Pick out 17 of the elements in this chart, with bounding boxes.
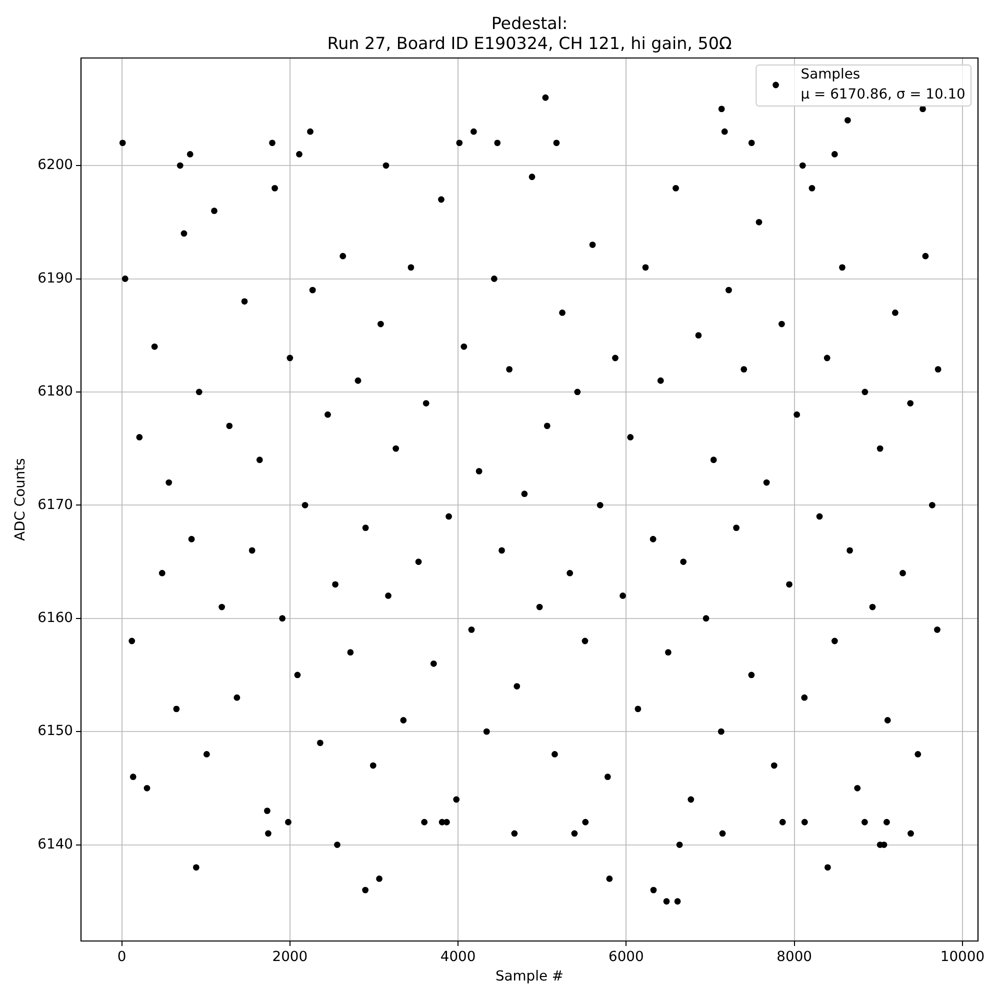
x-tick-label: 2000: [272, 948, 308, 965]
chart-title: Pedestal: Run 27, Board ID E190324, CH 121, hi gain, 50Ω: [327, 13, 732, 53]
legend-label: Samples μ = 6170.86, σ = 10.10: [800, 66, 966, 103]
x-axis-title: Sample #: [495, 968, 564, 985]
y-tick-label: 6150: [38, 723, 73, 740]
y-tick-label: 6160: [38, 610, 73, 626]
y-tick-label: 6200: [38, 157, 73, 174]
y-tick-label: 6190: [38, 270, 73, 286]
y-tick-label: 6170: [38, 496, 73, 513]
x-tick-label: 8000: [776, 948, 812, 965]
x-tick-label: 10000: [940, 948, 985, 965]
x-tick-label: 0: [117, 948, 126, 965]
x-tick-label: 4000: [440, 948, 476, 965]
y-tick-label: 6180: [38, 384, 73, 400]
y-axis-title: ADC Counts: [12, 458, 29, 541]
y-tick-label: 6140: [38, 836, 73, 852]
x-tick-label: 6000: [608, 948, 644, 965]
